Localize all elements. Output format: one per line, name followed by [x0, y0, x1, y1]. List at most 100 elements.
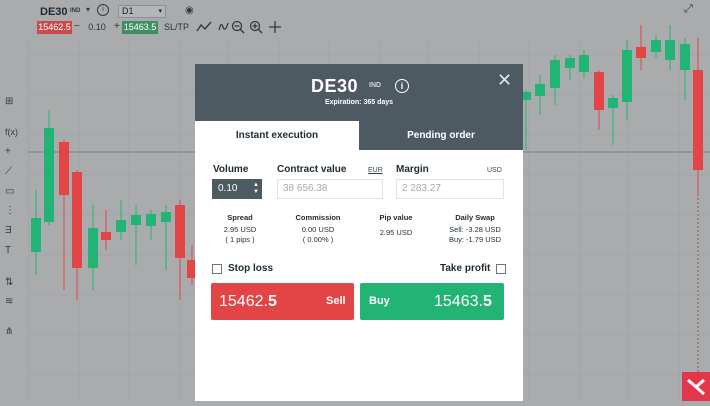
chart-toolbar: DE30 IND ▾ i D1 ▾ ◉ 15462.5 − 0.10 + 1546…	[0, 0, 710, 38]
measure-icon[interactable]: ⇅	[5, 277, 14, 288]
buy-price: 15463.5	[434, 293, 492, 311]
margin-field: 2 283.27	[396, 179, 504, 199]
fullscreen-icon[interactable]: ⤢	[684, 3, 693, 15]
contract-value-field: 38 656.38	[277, 179, 383, 199]
crosshair-icon[interactable]	[268, 20, 282, 34]
candle-body	[187, 260, 197, 278]
candle-body	[59, 142, 69, 195]
quick-sell-button[interactable]: 15462.5	[37, 21, 72, 34]
symbol-tag: IND	[70, 8, 81, 14]
share-icon[interactable]: ⋔	[5, 326, 14, 337]
tab-pending-order[interactable]: Pending order	[359, 121, 523, 150]
buy-button[interactable]: Buy 15463.5	[360, 283, 504, 320]
candle-body	[565, 58, 575, 68]
candle-body	[622, 50, 632, 102]
pip-value-label: Pip value	[379, 213, 413, 222]
candle-body	[101, 232, 111, 240]
text-icon[interactable]: T	[5, 245, 12, 256]
stepper-arrows-icon[interactable]: ▲ ▼	[253, 182, 259, 195]
timeframe-value: D1	[122, 6, 134, 16]
layout-icon[interactable]: ⊞	[5, 96, 14, 107]
stop-loss-label: Stop loss	[228, 263, 274, 274]
margin-label: Margin	[396, 164, 429, 175]
buy-price-main: 15463.	[434, 293, 483, 310]
candle-body	[72, 172, 82, 268]
candle-body	[521, 92, 531, 100]
x-logo-icon	[687, 378, 705, 396]
function-icon[interactable]: f(x)	[5, 127, 18, 137]
symbol-dropdown-icon[interactable]: ▾	[86, 5, 91, 14]
candle-body	[693, 70, 703, 170]
sell-price-main: 15462.	[219, 293, 268, 310]
quick-buy-button[interactable]: 15463.5	[122, 21, 158, 34]
candle-body	[131, 215, 141, 225]
swap-sell-value: Sell: -3.28 USD	[449, 225, 501, 234]
order-dialog: DE30 IND i Expiration: 365 days ✕ Instan…	[195, 64, 523, 401]
tab-instant-execution[interactable]: Instant execution	[195, 121, 359, 150]
sell-price-last-digit: 5	[267, 293, 277, 310]
candle-body	[680, 44, 690, 70]
candle-body	[535, 84, 545, 96]
take-profit-checkbox[interactable]	[496, 264, 506, 274]
symbol-name[interactable]: DE30	[40, 6, 68, 18]
stop-loss-checkbox[interactable]	[212, 264, 222, 274]
margin-currency: USD	[487, 167, 502, 174]
candle-body	[651, 40, 661, 52]
candle-body	[636, 47, 646, 58]
close-icon[interactable]: ✕	[497, 70, 513, 90]
pip-value-value: 2.95 USD	[379, 228, 413, 237]
info-icon[interactable]: i	[97, 4, 109, 16]
zoom-in-icon[interactable]	[249, 20, 263, 34]
indicators-icon[interactable]	[216, 20, 230, 34]
candle-body	[146, 214, 156, 226]
volume-label: Volume	[213, 164, 249, 175]
commission-label: Commission	[295, 213, 341, 222]
sell-button[interactable]: 15462.5 Sell	[211, 283, 354, 320]
sell-label: Sell	[326, 295, 346, 307]
rectangle-icon[interactable]: ▭	[5, 186, 15, 197]
candle-body	[550, 60, 560, 88]
spread-value: 2.95 USD	[223, 225, 257, 234]
contract-currency-link[interactable]: EUR	[368, 167, 383, 174]
candle-body	[665, 40, 675, 60]
candle-body	[44, 128, 54, 222]
candle-body	[161, 212, 171, 222]
chart-type-icon[interactable]	[196, 20, 212, 34]
candle-body	[175, 205, 185, 258]
trendline-icon[interactable]: ⟋	[5, 166, 12, 177]
volume-input[interactable]: 0.10 ▲ ▼	[212, 179, 262, 199]
candle-body	[31, 218, 41, 252]
fibonacci-icon[interactable]: ⋮	[5, 205, 15, 216]
dialog-symbol-tag: IND	[369, 82, 382, 89]
dialog-symbol: DE30	[311, 76, 359, 96]
swap-buy-value: Buy: -1.79 USD	[448, 235, 502, 244]
take-profit-label: Take profit	[440, 263, 491, 274]
spread-pips: ( 1 pips )	[225, 235, 255, 244]
timeframe-select[interactable]: D1 ▾	[118, 5, 166, 18]
elliott-icon[interactable]: Ǝ	[5, 225, 12, 236]
zoom-out-icon[interactable]	[231, 20, 245, 34]
daily-swap-label: Daily Swap	[455, 213, 495, 222]
expiration-text: Expiration: 365 days	[324, 99, 394, 106]
buy-price-last-digit: 5	[482, 293, 492, 310]
candle-body	[579, 55, 589, 72]
buy-label: Buy	[369, 295, 390, 307]
commission-value: 0.00 USD	[301, 225, 335, 234]
eye-icon[interactable]: ◉	[185, 5, 194, 16]
xtb-logo	[682, 372, 710, 401]
chevron-down-icon: ▾	[158, 8, 162, 15]
candle-body	[116, 220, 126, 232]
volume-decrease-button[interactable]: −	[74, 21, 80, 32]
commission-percent: ( 0.00% )	[302, 235, 334, 244]
info-icon[interactable]: i	[395, 79, 409, 93]
dialog-header: DE30 IND i Expiration: 365 days ✕	[195, 64, 523, 121]
plus-icon[interactable]: +	[5, 146, 11, 157]
layers-icon[interactable]: ≋	[5, 296, 14, 307]
quick-volume-input[interactable]: 0.10	[88, 22, 106, 32]
sltp-button[interactable]: SL/TP	[164, 22, 190, 32]
volume-increase-button[interactable]: +	[114, 21, 120, 32]
candle-body	[88, 228, 98, 268]
spread-label: Spread	[227, 213, 253, 222]
candle-body	[608, 98, 618, 108]
sell-price: 15462.5	[219, 293, 277, 311]
